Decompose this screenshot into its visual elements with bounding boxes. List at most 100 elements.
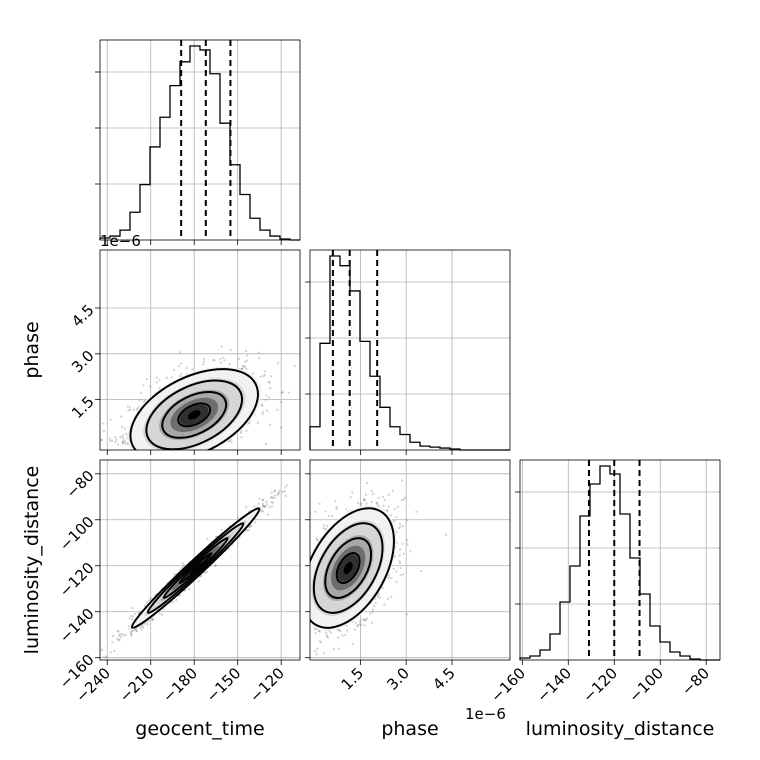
scatter-point (386, 597, 390, 600)
scatter-point (261, 498, 264, 501)
scatter-point (376, 595, 380, 598)
scatter-point (244, 365, 247, 368)
scatter-point (265, 500, 268, 503)
scatter-point (383, 498, 386, 502)
scatter-point (264, 398, 267, 401)
scatter-point (332, 647, 335, 651)
scatter-point (261, 502, 265, 505)
scatter-point (415, 510, 418, 513)
scatter-point (276, 408, 279, 412)
contour-line (177, 402, 212, 428)
scatter-point (351, 491, 354, 494)
scatter-point (274, 489, 277, 492)
scatter-point (170, 376, 173, 379)
x-tick-label: −180 (159, 664, 201, 706)
scatter-point (386, 509, 389, 513)
scatter-point (142, 626, 145, 629)
scatter-point (387, 577, 390, 580)
scatter-point (128, 408, 132, 412)
scatter-point (109, 418, 112, 421)
scatter-point (118, 638, 121, 642)
scatter-point (205, 570, 208, 573)
scatter-point (124, 634, 127, 637)
scatter-point (406, 543, 409, 546)
scatter-point (363, 499, 366, 502)
scatter-point (130, 634, 133, 637)
y-tick-label: −100 (56, 513, 98, 555)
scatter-point (268, 381, 271, 384)
scatter-point (401, 524, 404, 528)
scatter-point (261, 413, 264, 416)
scatter-point (113, 649, 116, 653)
panel-frame (99, 39, 301, 241)
scatter-point (103, 655, 106, 658)
scatter-point (155, 376, 159, 379)
scatter-point (135, 408, 138, 411)
scatter-point (114, 440, 117, 443)
scatter-panel-geocent_time-phase: 1.5 3.0 4.5 (68, 249, 301, 455)
scatter-point (227, 548, 230, 551)
scatter-point (245, 506, 248, 509)
contour-line (310, 507, 395, 629)
scatter-point (258, 357, 261, 360)
scatter-point (100, 648, 103, 652)
scatter-point (145, 601, 149, 604)
scatter-point (139, 391, 142, 394)
panel-frame (309, 459, 511, 661)
scatter-point (165, 376, 168, 379)
scatter-point (375, 502, 378, 505)
scatter-point (256, 421, 259, 424)
scatter-point (335, 505, 338, 509)
contour-line (146, 522, 245, 614)
scatter-point (344, 633, 347, 637)
scatter-point (382, 504, 385, 507)
scatter-point (273, 496, 277, 500)
scatter-point (140, 628, 143, 631)
scatter-point (100, 438, 104, 441)
scatter-point (214, 535, 218, 538)
x-axis-label-luminosity_distance: luminosity_distance (526, 718, 715, 740)
scatter-point (370, 500, 373, 504)
scatter-point (337, 636, 340, 639)
scatter-point (270, 491, 273, 494)
scatter-point (315, 536, 318, 539)
contour-line (324, 537, 373, 599)
scatter-point (398, 522, 402, 526)
scatter-point (268, 505, 271, 509)
scatter-point (197, 580, 200, 583)
contour-line (161, 390, 228, 439)
scatter-point (128, 406, 132, 409)
scatter-point (336, 628, 339, 632)
scatter-point (365, 481, 369, 485)
x-tick-label: −210 (116, 664, 158, 706)
scatter-point (118, 633, 121, 636)
scatter-point (245, 350, 248, 353)
scatter-point (390, 514, 393, 517)
scatter-point (181, 562, 184, 565)
scatter-point (269, 375, 273, 378)
scatter-point (147, 599, 151, 602)
scatter-point (371, 610, 374, 614)
scatter-point (270, 501, 273, 504)
scatter-point (377, 504, 380, 507)
scatter-point (398, 554, 401, 557)
x-axis-label-phase: phase (381, 718, 438, 740)
scatter-point (122, 442, 125, 445)
scatter-point (325, 524, 329, 528)
scatter-point (324, 510, 327, 513)
scatter-point (97, 437, 99, 439)
scatter-point (133, 612, 137, 616)
scatter-point (111, 641, 114, 644)
y-tick-label: 4.5 (68, 301, 98, 331)
scatter-point (124, 442, 127, 445)
scatter-point (183, 563, 186, 566)
scatter-point (264, 370, 267, 373)
scatter-point (283, 490, 286, 493)
y-tick-label: −140 (56, 605, 98, 647)
scatter-point (317, 630, 320, 633)
scatter-point (365, 502, 368, 505)
scatter-point (108, 437, 111, 440)
scatter-point (214, 564, 217, 568)
scatter-point (262, 375, 265, 378)
scatter-point (178, 569, 181, 572)
